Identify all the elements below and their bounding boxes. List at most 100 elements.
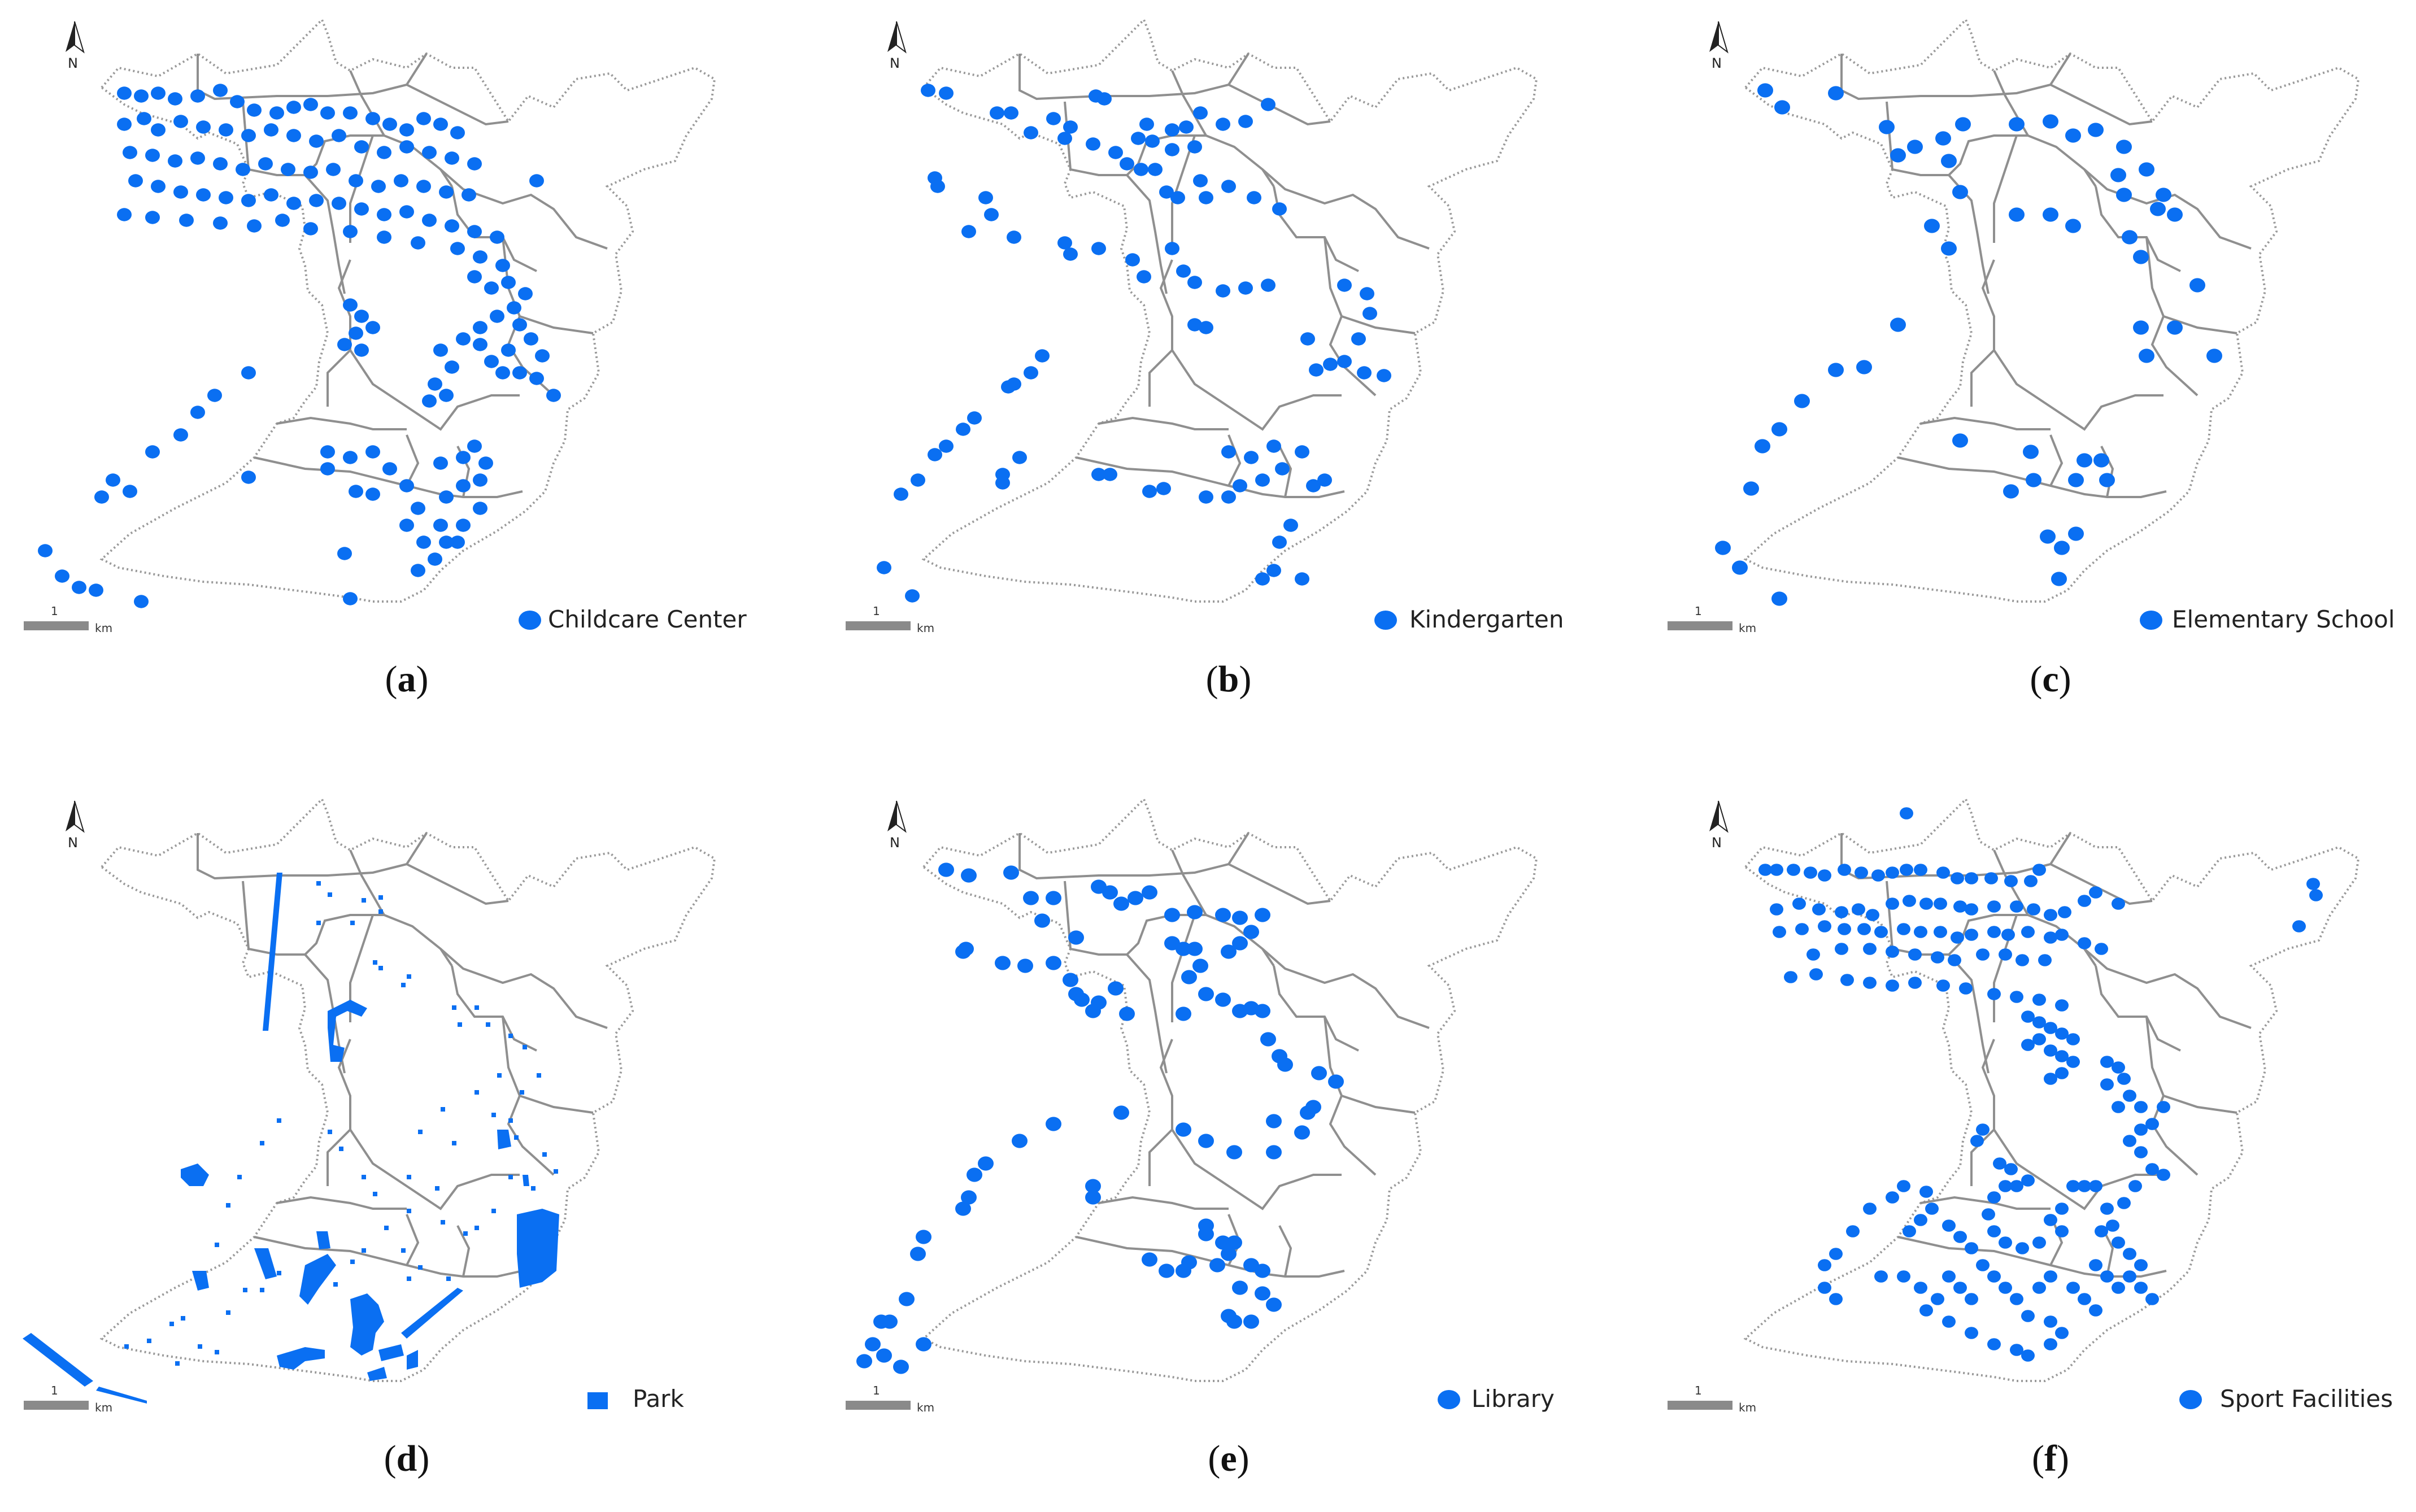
park-area xyxy=(407,974,411,979)
facility-point xyxy=(1046,112,1061,125)
facility-point xyxy=(1035,349,1050,363)
facility-point xyxy=(1852,903,1865,916)
facility-point xyxy=(1164,908,1180,922)
facility-point xyxy=(2145,1293,2159,1305)
facility-point xyxy=(1886,979,1899,992)
facility-point xyxy=(2044,931,2057,944)
facility-point xyxy=(1255,908,1270,922)
district-divider xyxy=(2083,948,2252,1029)
facility-point xyxy=(241,366,256,380)
facility-point xyxy=(1221,944,1237,959)
facility-point xyxy=(1941,154,1957,168)
park-area xyxy=(260,1141,264,1145)
map-panel-d: N 1 km Park (d) xyxy=(11,779,802,1479)
facility-point xyxy=(1360,287,1374,300)
facility-point xyxy=(2066,1033,2080,1045)
park-area xyxy=(260,1288,264,1292)
facility-point xyxy=(1215,992,1231,1007)
facility-point xyxy=(2055,1202,2069,1215)
park-area xyxy=(226,1310,230,1315)
district-divider xyxy=(1324,1016,1377,1176)
facility-point xyxy=(1818,869,1831,882)
district-boundary xyxy=(921,797,1538,1382)
facility-point xyxy=(416,535,431,549)
facility-point xyxy=(2044,1315,2057,1328)
district-divider xyxy=(1324,237,1377,396)
park-area xyxy=(23,1333,93,1387)
facility-point xyxy=(955,1201,971,1216)
facility-point xyxy=(399,205,414,219)
facility-point xyxy=(236,163,250,176)
facility-point xyxy=(2134,1259,2148,1271)
facility-point xyxy=(2099,473,2115,487)
facility-point xyxy=(1856,360,1872,374)
facility-point xyxy=(433,117,448,131)
park-area xyxy=(508,1175,513,1179)
north-arrow-icon xyxy=(74,21,85,54)
district-divider xyxy=(327,1128,351,1186)
district-divider xyxy=(1840,53,2071,101)
facility-point xyxy=(2123,1135,2136,1147)
facility-point xyxy=(1871,869,1885,882)
facility-point xyxy=(1965,903,1978,916)
facility-point xyxy=(930,180,945,193)
district-divider xyxy=(406,863,509,905)
park-area xyxy=(441,1220,445,1225)
district-divider xyxy=(1970,349,1995,407)
facility-point xyxy=(995,476,1010,490)
facility-point xyxy=(1818,1259,1831,1271)
facility-point xyxy=(1074,992,1090,1007)
facility-point xyxy=(445,360,459,374)
facility-point xyxy=(939,86,954,100)
facility-point xyxy=(961,868,977,883)
facility-point xyxy=(399,123,414,137)
district-divider xyxy=(1897,456,2167,498)
facility-point xyxy=(411,236,425,250)
park-area xyxy=(401,1248,406,1253)
facility-point xyxy=(1941,241,1957,256)
scale-bar xyxy=(1668,1401,1732,1410)
facility-point xyxy=(1792,897,1806,910)
legend-label-e: Library xyxy=(1472,1385,1555,1413)
park-area xyxy=(508,1118,513,1123)
facility-point xyxy=(1942,1315,1956,1328)
facility-point xyxy=(2139,348,2154,363)
facility-point xyxy=(1942,1219,1956,1232)
park-area xyxy=(537,1073,541,1078)
district-divider xyxy=(2083,168,2252,250)
facility-point xyxy=(349,326,363,340)
facility-point xyxy=(439,389,454,402)
facility-point xyxy=(2078,1180,2091,1192)
facility-point xyxy=(450,126,465,140)
facility-point xyxy=(337,338,352,351)
facility-point xyxy=(1771,422,1787,437)
facility-point xyxy=(241,129,256,142)
facility-point xyxy=(2078,895,2091,907)
park-area xyxy=(497,1130,511,1149)
facility-point xyxy=(2004,1163,2018,1175)
facility-point xyxy=(1874,1270,1888,1283)
facility-point xyxy=(264,188,278,202)
facility-point xyxy=(1976,948,1990,961)
facility-point xyxy=(2010,1293,2023,1305)
facility-point xyxy=(326,163,341,176)
facility-point xyxy=(2292,920,2306,933)
facility-point xyxy=(495,366,510,380)
facility-point xyxy=(2112,1282,2125,1294)
facility-point xyxy=(2112,897,2125,910)
district-divider xyxy=(406,434,420,486)
facility-point xyxy=(2055,1225,2069,1238)
north-arrow-icon xyxy=(887,21,896,52)
facility-point xyxy=(309,134,324,148)
facility-point xyxy=(1221,490,1236,504)
facility-point xyxy=(1108,146,1123,159)
district-divider xyxy=(1886,101,2097,188)
district-divider xyxy=(456,1225,471,1277)
facility-point xyxy=(286,197,301,210)
facility-point xyxy=(2021,926,2035,938)
facility-point xyxy=(961,225,976,238)
facility-point xyxy=(2189,278,2205,293)
facility-point xyxy=(2066,1282,2080,1294)
facility-point xyxy=(1773,926,1786,938)
facility-point xyxy=(2044,1022,2057,1034)
